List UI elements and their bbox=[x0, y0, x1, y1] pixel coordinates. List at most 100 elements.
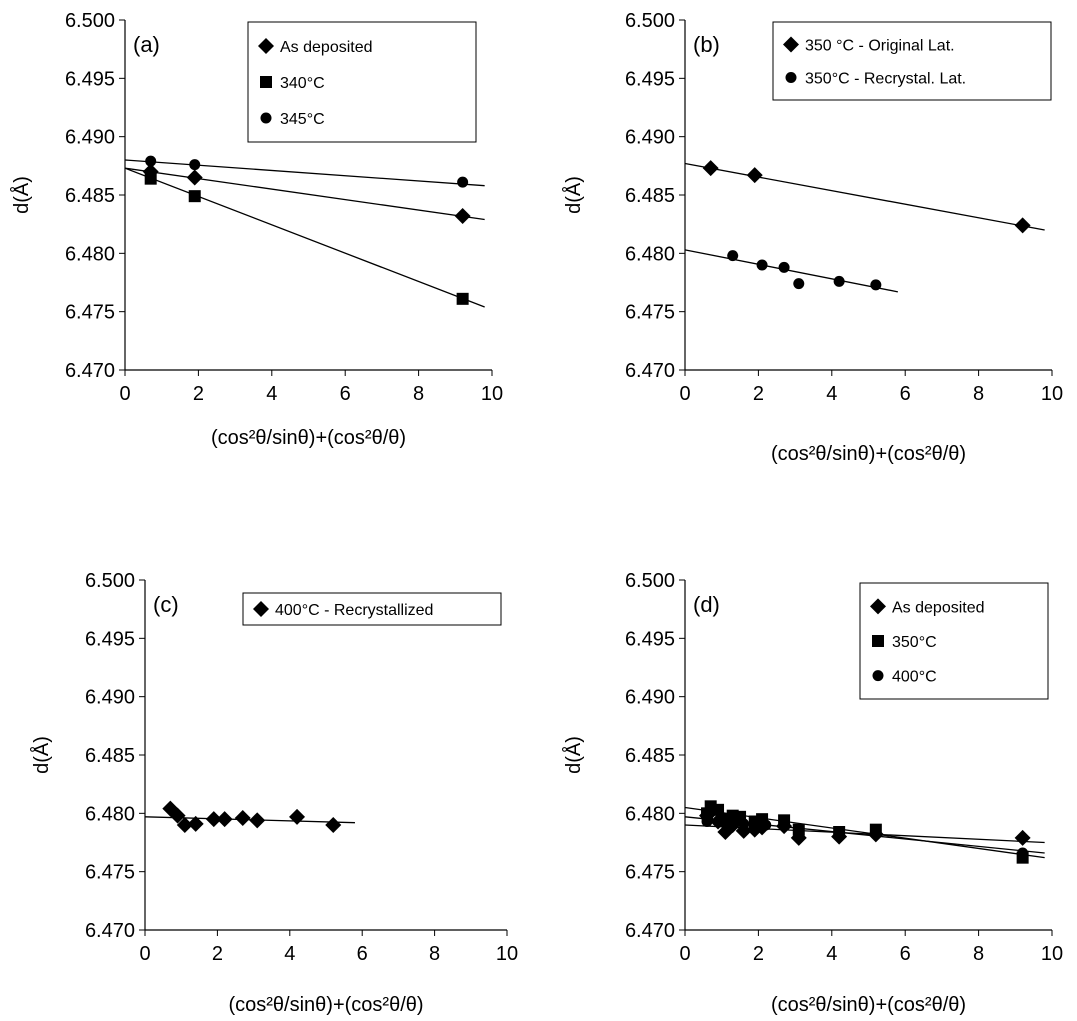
x-tick-label: 8 bbox=[973, 943, 984, 965]
panel-label: (c) bbox=[153, 592, 179, 617]
data-point bbox=[701, 816, 713, 827]
legend-label: 350°C - Recrystal. Lat. bbox=[805, 71, 966, 88]
y-tick-label: 6.475 bbox=[85, 862, 135, 884]
y-tick-label: 6.490 bbox=[625, 127, 675, 149]
y-tick-label: 6.480 bbox=[85, 803, 135, 825]
y-tick-label: 6.495 bbox=[85, 628, 135, 650]
x-tick-label: 4 bbox=[826, 383, 837, 405]
data-point bbox=[187, 815, 204, 832]
legend-label: As deposited bbox=[280, 39, 373, 56]
data-point bbox=[144, 172, 157, 185]
panel-label: (d) bbox=[693, 592, 720, 617]
x-tick-label: 0 bbox=[679, 943, 690, 965]
x-tick-label: 6 bbox=[900, 383, 911, 405]
data-point bbox=[793, 824, 805, 836]
x-tick-label: 4 bbox=[266, 383, 277, 405]
data-point bbox=[189, 159, 201, 171]
data-point bbox=[756, 259, 768, 271]
data-point bbox=[186, 169, 203, 186]
y-tick-label: 6.480 bbox=[65, 243, 115, 265]
legend-marker bbox=[258, 38, 274, 54]
data-point bbox=[456, 292, 469, 305]
x-tick-label: 10 bbox=[1041, 383, 1063, 405]
data-point bbox=[457, 176, 469, 188]
data-point bbox=[1014, 217, 1031, 234]
x-axis-title: (cos²θ/sinθ)+(cos²θ/θ) bbox=[228, 994, 423, 1016]
data-point bbox=[249, 812, 266, 829]
y-tick-label: 6.495 bbox=[65, 68, 115, 90]
y-tick-label: 6.485 bbox=[625, 745, 675, 767]
x-tick-label: 8 bbox=[973, 383, 984, 405]
y-axis-title: d(Å) bbox=[562, 736, 585, 774]
legend-label: 400°C bbox=[892, 669, 937, 686]
x-tick-label: 8 bbox=[413, 383, 424, 405]
panel-a: 6.470 6.475 6.480 6.485 6.490 6.495 6.500 0 2 4 6 8… bbox=[10, 10, 503, 449]
legend-label: 345°C bbox=[280, 111, 325, 128]
data-point bbox=[778, 814, 791, 827]
fit-line bbox=[684, 249, 898, 293]
x-axis-title: (cos²θ/sinθ)+(cos²θ/θ) bbox=[211, 427, 406, 449]
legend-box bbox=[242, 592, 502, 626]
y-tick-label: 6.490 bbox=[625, 687, 675, 709]
legend: As deposited 340°C 345°C bbox=[247, 21, 477, 143]
legend-box bbox=[772, 21, 1052, 101]
y-axis-title: d(Å) bbox=[562, 176, 585, 214]
legend-marker bbox=[253, 601, 269, 617]
legend: As deposited 350°C 400°C bbox=[859, 582, 1049, 700]
data-point bbox=[738, 818, 750, 830]
y-axis-title: d(Å) bbox=[30, 736, 53, 774]
data-point bbox=[289, 808, 306, 825]
x-tick-label: 6 bbox=[340, 383, 351, 405]
legend-marker bbox=[783, 36, 799, 53]
fit-line bbox=[124, 167, 485, 221]
x-tick-label: 10 bbox=[1041, 943, 1063, 965]
data-point bbox=[833, 275, 845, 287]
panel-label: (b) bbox=[693, 32, 720, 57]
y-tick-label: 6.470 bbox=[85, 920, 135, 942]
fit-line bbox=[124, 159, 485, 187]
legend-marker bbox=[872, 670, 884, 682]
data-point bbox=[145, 155, 157, 167]
data-point bbox=[870, 279, 882, 291]
legend-box bbox=[859, 582, 1049, 700]
x-tick-label: 2 bbox=[753, 943, 764, 965]
data-point bbox=[234, 810, 251, 826]
y-tick-label: 6.470 bbox=[65, 360, 115, 382]
y-tick-label: 6.495 bbox=[625, 628, 675, 650]
x-tick-label: 10 bbox=[481, 383, 503, 405]
x-tick-label: 8 bbox=[429, 943, 440, 965]
legend: 400°C - Recrystallized bbox=[242, 592, 502, 626]
legend-label: As deposited bbox=[892, 599, 985, 616]
x-tick-label: 0 bbox=[679, 383, 690, 405]
legend-marker bbox=[785, 72, 797, 83]
x-tick-label: 2 bbox=[193, 383, 204, 405]
y-tick-label: 6.500 bbox=[65, 10, 115, 32]
panel-label: (a) bbox=[133, 32, 160, 57]
legend-marker bbox=[872, 635, 884, 647]
y-tick-label: 6.480 bbox=[625, 803, 675, 825]
y-tick-label: 6.470 bbox=[625, 920, 675, 942]
y-tick-label: 6.475 bbox=[625, 302, 675, 324]
data-point bbox=[702, 160, 719, 177]
data-point bbox=[719, 817, 731, 829]
x-tick-label: 4 bbox=[826, 943, 837, 965]
x-tick-label: 0 bbox=[139, 943, 150, 965]
legend-marker bbox=[260, 112, 272, 124]
x-tick-label: 2 bbox=[212, 943, 223, 965]
data-point bbox=[325, 817, 342, 833]
x-axis-title: (cos²θ/sinθ)+(cos²θ/θ) bbox=[771, 994, 966, 1016]
data-point bbox=[176, 817, 193, 833]
x-tick-label: 2 bbox=[753, 383, 764, 405]
data-point bbox=[205, 811, 222, 828]
x-tick-label: 6 bbox=[900, 943, 911, 965]
data-point bbox=[216, 811, 233, 828]
y-axis-title: d(Å) bbox=[10, 176, 33, 214]
fit-line bbox=[124, 167, 485, 308]
y-tick-label: 6.490 bbox=[65, 127, 115, 149]
data-point bbox=[1014, 829, 1031, 846]
data-point bbox=[727, 250, 739, 262]
data-point bbox=[1017, 847, 1029, 859]
y-tick-label: 6.475 bbox=[65, 302, 115, 324]
y-tick-label: 6.500 bbox=[625, 10, 675, 32]
